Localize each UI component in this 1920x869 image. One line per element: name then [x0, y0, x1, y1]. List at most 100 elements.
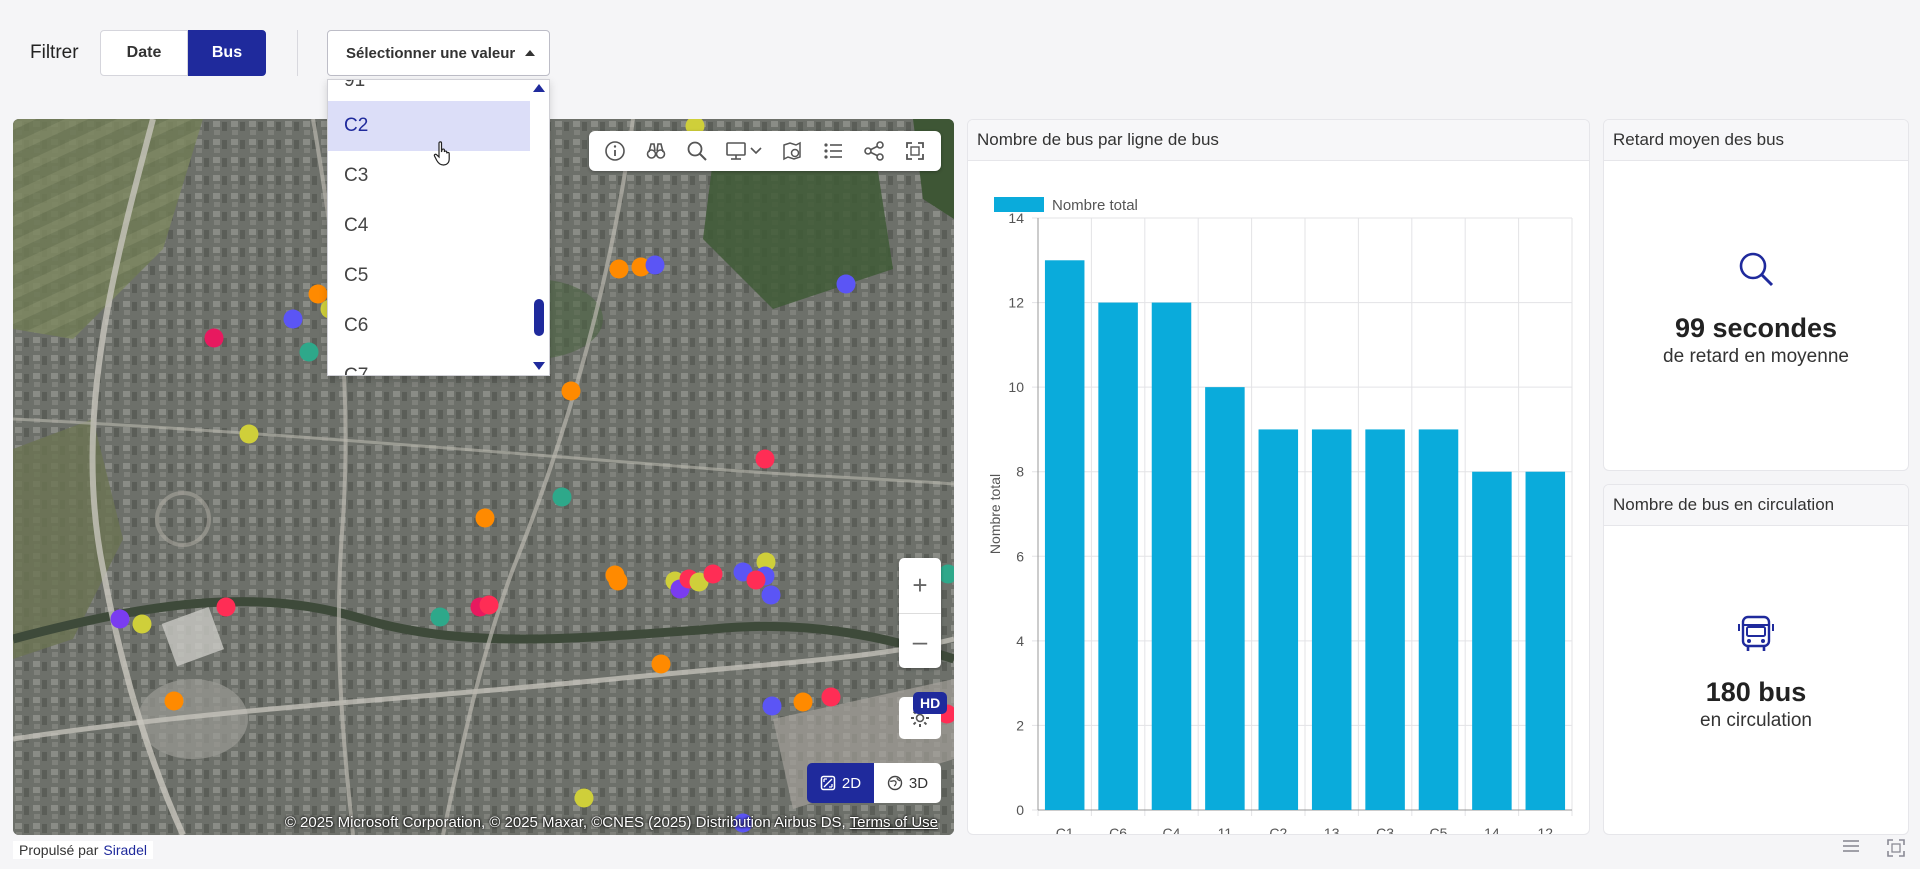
scroll-up-arrow-icon[interactable]: [533, 84, 545, 92]
legend-label: Nombre total: [1052, 197, 1138, 214]
bar[interactable]: [1472, 471, 1512, 810]
buses-in-service-value: 180 bus: [1705, 677, 1807, 707]
search-icon: [1739, 252, 1774, 287]
average-delay-title: Retard moyen des bus: [1604, 120, 1908, 161]
y-tick-label: 6: [1016, 548, 1024, 564]
bus-marker[interactable]: [132, 614, 152, 634]
info-icon[interactable]: [599, 135, 631, 167]
bus-marker[interactable]: [631, 257, 651, 277]
view-3d-label: 3D: [908, 774, 929, 792]
bus-marker[interactable]: [733, 813, 753, 833]
bus-marker[interactable]: [609, 259, 629, 279]
bar[interactable]: [1044, 260, 1085, 810]
bus-marker[interactable]: [608, 571, 628, 591]
basemap-icon[interactable]: [722, 135, 768, 167]
bar[interactable]: [1365, 429, 1405, 810]
view-2d-button[interactable]: 2D: [807, 763, 874, 803]
option-c6[interactable]: C6: [344, 315, 369, 336]
bus-marker[interactable]: [746, 570, 766, 590]
bar[interactable]: [1525, 471, 1566, 810]
legend-list-icon[interactable]: [817, 135, 849, 167]
expand-icon[interactable]: [1886, 838, 1906, 858]
dropdown-scrollbar-thumb[interactable]: [534, 299, 544, 336]
terms-of-use-link[interactable]: Terms of Use: [849, 814, 938, 831]
value-select[interactable]: Sélectionner une valeur: [327, 30, 550, 76]
bus-marker[interactable]: [239, 424, 259, 444]
bus-marker[interactable]: [689, 572, 709, 592]
bus-marker[interactable]: [755, 449, 775, 469]
bus-marker[interactable]: [110, 609, 130, 629]
x-tick-label: C4: [1163, 825, 1181, 835]
x-tick-label: C5: [1430, 825, 1448, 835]
share-icon[interactable]: [858, 135, 890, 167]
bus-marker[interactable]: [938, 564, 955, 584]
bar[interactable]: [1098, 302, 1138, 810]
bus-marker[interactable]: [299, 342, 319, 362]
y-tick-label: 14: [1008, 210, 1024, 226]
y-tick-label: 10: [1008, 379, 1024, 395]
bar[interactable]: [1258, 429, 1299, 810]
hd-badge: HD: [913, 692, 948, 714]
x-tick-label: C3: [1376, 825, 1394, 835]
bar[interactable]: [1311, 429, 1352, 810]
bus-marker[interactable]: [645, 255, 665, 275]
fullscreen-icon[interactable]: [899, 135, 931, 167]
bus-markers-layer[interactable]: [13, 119, 954, 835]
layers-icon[interactable]: [776, 135, 808, 167]
filter-divider: [297, 30, 298, 76]
option-c7[interactable]: C7: [344, 365, 369, 376]
powered-by-footer: Propulsé par Siradel: [13, 841, 153, 859]
buses-in-service-body: 180 bus en circulation: [1604, 614, 1908, 732]
filter-date-button[interactable]: Date: [100, 30, 188, 76]
map-2d-icon: [820, 775, 836, 791]
option-91[interactable]: 91: [344, 79, 366, 91]
bus-marker[interactable]: [430, 607, 450, 627]
bus-marker[interactable]: [836, 274, 856, 294]
bar[interactable]: [1151, 302, 1192, 810]
menu-icon[interactable]: [1842, 838, 1860, 854]
zoom-in-button[interactable]: +: [912, 570, 928, 600]
buses-in-service-subtitle: en circulation: [1700, 710, 1812, 731]
bus-marker[interactable]: [821, 687, 841, 707]
bus-marker[interactable]: [479, 595, 499, 615]
bus-marker[interactable]: [651, 654, 671, 674]
option-c3[interactable]: C3: [344, 165, 369, 186]
siradel-link[interactable]: Siradel: [103, 842, 147, 858]
bus-marker[interactable]: [552, 487, 572, 507]
bus-marker[interactable]: [475, 508, 495, 528]
scroll-down-arrow-icon[interactable]: [533, 362, 545, 370]
option-c5[interactable]: C5: [344, 265, 369, 286]
bar[interactable]: [1418, 429, 1459, 810]
bus-marker[interactable]: [164, 691, 184, 711]
bus-marker[interactable]: [793, 692, 813, 712]
average-delay-subtitle: de retard en moyenne: [1663, 346, 1849, 367]
bus-marker[interactable]: [761, 585, 781, 605]
map-attribution: © 2025 Microsoft Corporation, © 2025 Max…: [285, 814, 938, 831]
bus-marker[interactable]: [561, 381, 581, 401]
view-3d-button[interactable]: 3D: [874, 763, 941, 803]
bar[interactable]: [1205, 387, 1245, 810]
bus-marker[interactable]: [308, 284, 328, 304]
y-tick-label: 4: [1016, 633, 1024, 649]
value-select-label: Sélectionner une valeur: [346, 44, 516, 62]
x-tick-label: C1: [1056, 825, 1074, 835]
globe-icon: [887, 775, 903, 791]
chart-panel-title: Nombre de bus par ligne de bus: [968, 120, 1589, 161]
bus-marker[interactable]: [216, 597, 236, 617]
bus-marker[interactable]: [574, 788, 594, 808]
y-tick-label: 0: [1016, 802, 1024, 818]
binoculars-icon[interactable]: [640, 135, 672, 167]
bus-marker[interactable]: [703, 564, 723, 584]
bus-marker[interactable]: [756, 552, 776, 572]
attribution-text: © 2025 Microsoft Corporation, © 2025 Max…: [284, 814, 846, 831]
bus-marker[interactable]: [204, 328, 224, 348]
option-c2[interactable]: C2: [328, 101, 530, 151]
buses-in-service-title: Nombre de bus en circulation: [1604, 485, 1908, 526]
x-tick-label: 12: [1538, 825, 1554, 835]
zoom-out-button[interactable]: –: [899, 613, 941, 668]
search-icon[interactable]: [681, 135, 713, 167]
bus-marker[interactable]: [762, 696, 782, 716]
bus-marker[interactable]: [283, 309, 303, 329]
filter-bus-button[interactable]: Bus: [188, 30, 266, 76]
option-c4[interactable]: C4: [344, 215, 369, 236]
